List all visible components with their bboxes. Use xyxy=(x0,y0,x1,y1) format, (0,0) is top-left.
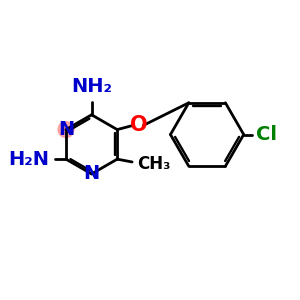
Circle shape xyxy=(58,122,74,137)
Text: Cl: Cl xyxy=(256,125,278,144)
Text: H₂N: H₂N xyxy=(8,150,49,169)
Text: N: N xyxy=(83,164,100,183)
Text: NH₂: NH₂ xyxy=(71,76,112,96)
Text: N: N xyxy=(58,120,74,139)
Text: O: O xyxy=(130,116,147,135)
Text: CH₃: CH₃ xyxy=(137,155,170,173)
